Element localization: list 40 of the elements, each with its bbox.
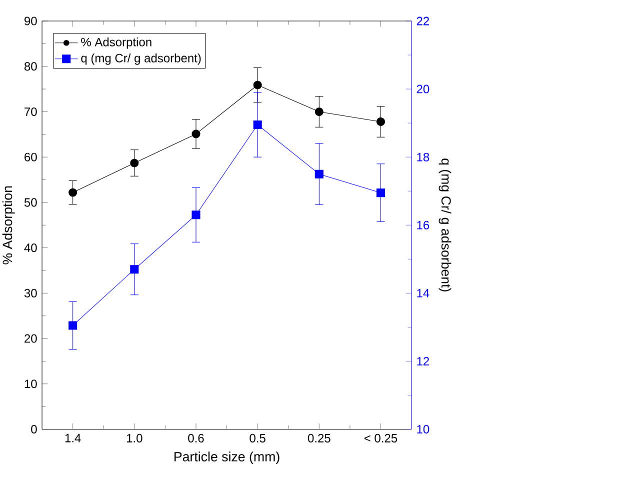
x-tick-label: 1.0 (126, 434, 142, 442)
y-tick-label: 30 (24, 288, 37, 298)
y-tick-label: 90 (24, 16, 37, 26)
y-tick-label: 70 (24, 107, 37, 116)
y2-tick-label: 14 (417, 288, 430, 298)
point (376, 188, 386, 197)
point (253, 120, 262, 129)
y2-tick-label: 18 (417, 152, 430, 162)
y2-tick-label: 20 (416, 84, 430, 94)
point (130, 264, 139, 274)
legend-label: % Adsorption (81, 37, 152, 49)
x-tick-label: 1.4 (65, 434, 81, 442)
point (68, 321, 78, 330)
legend-label: q (mg Cr/ g adsorbent) (81, 53, 201, 65)
point (130, 158, 139, 168)
point (376, 117, 386, 126)
y-tick-label: 10 (24, 379, 37, 388)
point (192, 210, 200, 220)
y-axis-title: % Adsorption (2, 186, 15, 264)
point (253, 80, 262, 90)
y-tick-label: 50 (24, 198, 37, 207)
y2-tick-label: 10 (417, 424, 430, 434)
point (314, 107, 324, 116)
y-tick-label: 40 (24, 243, 37, 252)
y2-axis-title: q (mg Cr/ g adsorbent) (438, 158, 452, 292)
point (68, 188, 78, 197)
x-tick-label: 0.6 (188, 434, 204, 442)
x-tick-label: < 0.25 (364, 434, 398, 442)
y-tick-label: 20 (24, 334, 37, 343)
y2-tick-label: 12 (417, 356, 429, 366)
x-axis-title: Particle size (mm) (174, 451, 280, 464)
y2-tick-label: 22 (416, 16, 429, 26)
x-tick-label: 0.25 (308, 434, 330, 442)
y-tick-label: 0 (31, 424, 37, 434)
point (192, 130, 200, 138)
point (314, 170, 324, 178)
x-tick-label: 0.5 (250, 434, 266, 442)
y-tick-label: 60 (24, 152, 37, 162)
y2-tick-label: 16 (417, 220, 430, 230)
y-tick-label: 80 (24, 62, 37, 70)
